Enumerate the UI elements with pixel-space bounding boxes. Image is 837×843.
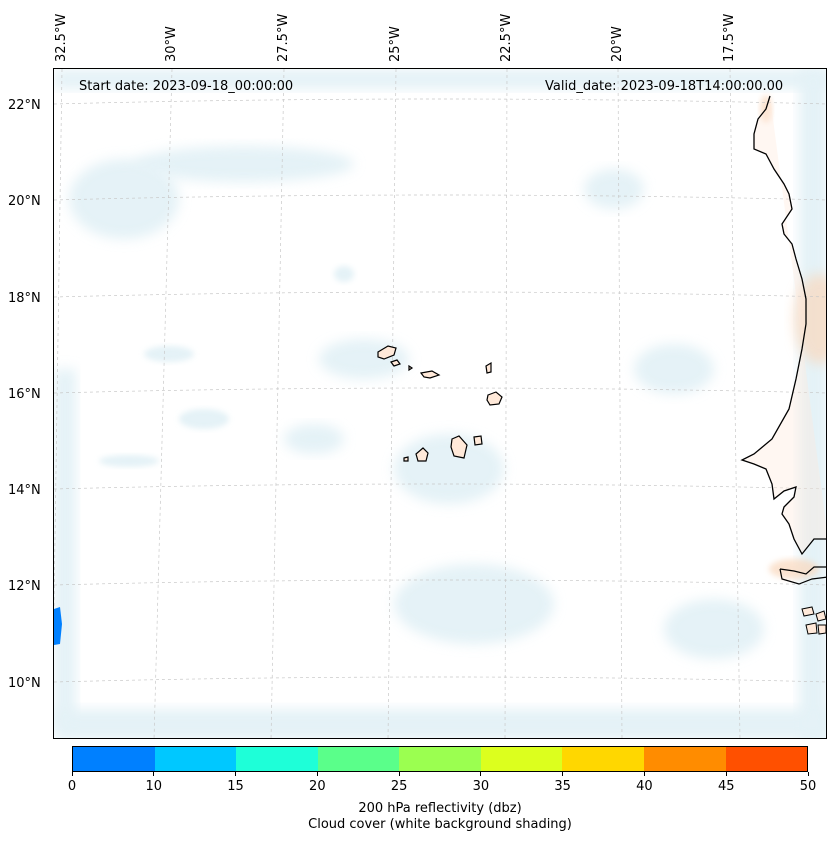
colorbar-tick-label: 40 [636,779,653,794]
lon-label-17.5w: 17.5°W [722,13,737,62]
colorbar-tick-label: 25 [390,779,408,794]
lon-label-22.5w: 22.5°W [499,13,514,62]
colorbar-tick [807,772,809,776]
colorbar-segment-5 [480,747,563,771]
colorbar-segment-6 [562,747,644,771]
colorbar-tick-label: 35 [554,779,571,794]
lat-label-12n: 12°N [8,579,41,594]
lat-label-10n: 10°N [8,676,41,691]
colorbar-segment-7 [643,747,726,771]
cape-verde-islands [377,345,503,462]
colorbar-tick [316,772,318,776]
map-panel[interactable]: Start date: 2023-09-18_00:00:00 Valid_da… [53,68,827,739]
colorbar-tick-label: 20 [309,779,326,794]
colorbar-tick-label: 15 [227,779,244,794]
colorbar-tick [71,772,73,776]
valid-date-text: Valid_date: 2023-09-18T14:00:00.00 [545,79,784,94]
colorbar-tick-label: 10 [145,779,163,794]
lat-label-18n: 18°N [8,291,41,306]
guinea-bissau-coast [779,566,826,585]
lat-label-16n: 16°N [8,387,41,402]
colorbar-tick [398,772,400,776]
colorbar-tick [235,772,237,776]
colorbar-tick [725,772,727,776]
colorbar-tick-label: 30 [472,779,490,794]
lat-label-20n: 20°N [8,194,41,209]
colorbar-tick [562,772,564,776]
cloud-cover-shading [54,69,826,738]
lat-label-22n: 22°N [8,98,41,113]
colorbar-tick [153,772,155,776]
colorbar-segment-2 [236,747,318,771]
colorbar-segment-8 [725,747,808,771]
lat-label-14n: 14°N [8,483,41,498]
colorbar-tick-label: 45 [717,779,735,794]
colorbar-tick-label: 0 [67,779,77,794]
colorbar-tick [643,772,645,776]
lon-label-25w: 25°W [388,26,403,62]
colorbar [72,746,808,772]
colorbar-tick [480,772,482,776]
reflectivity-patch [54,607,62,645]
colorbar-segment-1 [154,747,237,771]
lon-label-30w: 30°W [164,26,179,62]
colorbar-label-reflectivity: 200 hPa reflectivity (dbz) [358,801,522,816]
map-canvas [54,69,826,738]
colorbar-segment-3 [317,747,400,771]
colorbar-segment-4 [399,747,481,771]
graticule [54,69,826,738]
colorbar-tick-label: 50 [799,779,817,794]
lon-label-27.5w: 27.5°W [276,13,291,62]
colorbar-segment-0 [73,747,155,771]
lon-label-20w: 20°W [610,26,625,62]
bijagos-islands [801,606,826,635]
colorbar-label-cloud-cover: Cloud cover (white background shading) [308,817,572,832]
lon-label-32.5w: 32.5°W [54,13,69,62]
west-africa-coastline [740,95,826,556]
start-date-text: Start date: 2023-09-18_00:00:00 [79,79,294,94]
